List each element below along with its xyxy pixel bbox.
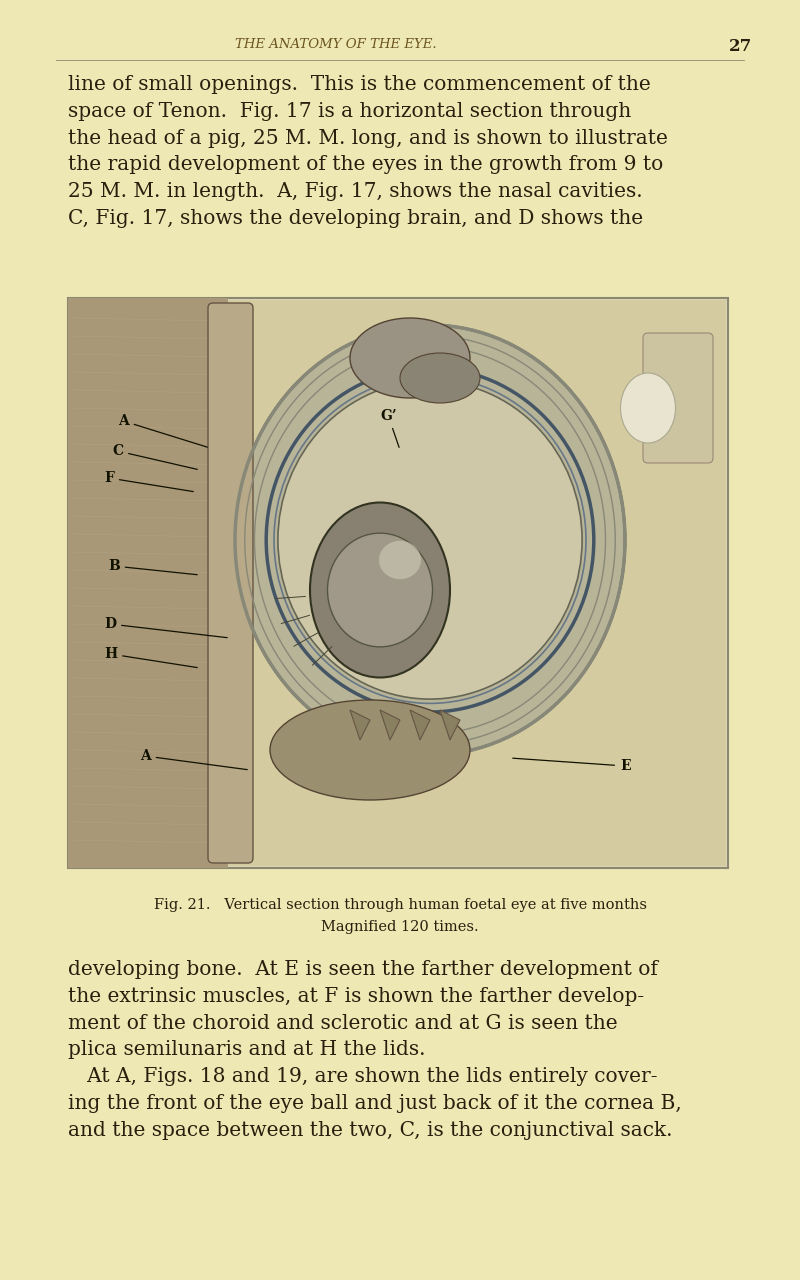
Text: B: B (108, 559, 198, 575)
Text: C: C (112, 444, 198, 470)
Polygon shape (350, 710, 370, 740)
Bar (70, 300, 726, 867)
Polygon shape (440, 710, 460, 740)
Ellipse shape (235, 325, 625, 755)
Text: 27: 27 (729, 38, 752, 55)
Bar (68, 298, 728, 868)
Ellipse shape (621, 372, 675, 443)
Ellipse shape (290, 394, 570, 686)
FancyBboxPatch shape (208, 303, 253, 863)
Ellipse shape (400, 353, 480, 403)
Ellipse shape (327, 534, 433, 646)
Text: Magnified 120 times.: Magnified 120 times. (321, 920, 479, 934)
FancyBboxPatch shape (643, 333, 713, 463)
Text: Fig. 21.   Vertical section through human foetal eye at five months: Fig. 21. Vertical section through human … (154, 899, 646, 911)
Ellipse shape (310, 503, 450, 677)
Text: G’: G’ (380, 410, 399, 448)
Ellipse shape (270, 700, 470, 800)
Text: F: F (104, 471, 194, 492)
Text: THE ANATOMY OF THE EYE.: THE ANATOMY OF THE EYE. (235, 38, 437, 51)
Ellipse shape (379, 540, 421, 580)
Text: A: A (118, 413, 207, 447)
Polygon shape (410, 710, 430, 740)
Ellipse shape (278, 381, 582, 699)
Bar (68, 298, 228, 868)
Text: H: H (104, 646, 198, 668)
Text: developing bone.  At E is seen the farther development of
the extrinsic muscles,: developing bone. At E is seen the farthe… (68, 960, 682, 1139)
Ellipse shape (350, 317, 470, 398)
Polygon shape (380, 710, 400, 740)
Text: E: E (513, 758, 630, 773)
Text: line of small openings.  This is the commencement of the
space of Tenon.  Fig. 1: line of small openings. This is the comm… (68, 76, 668, 228)
Text: A: A (140, 749, 247, 769)
Text: D: D (104, 617, 227, 637)
